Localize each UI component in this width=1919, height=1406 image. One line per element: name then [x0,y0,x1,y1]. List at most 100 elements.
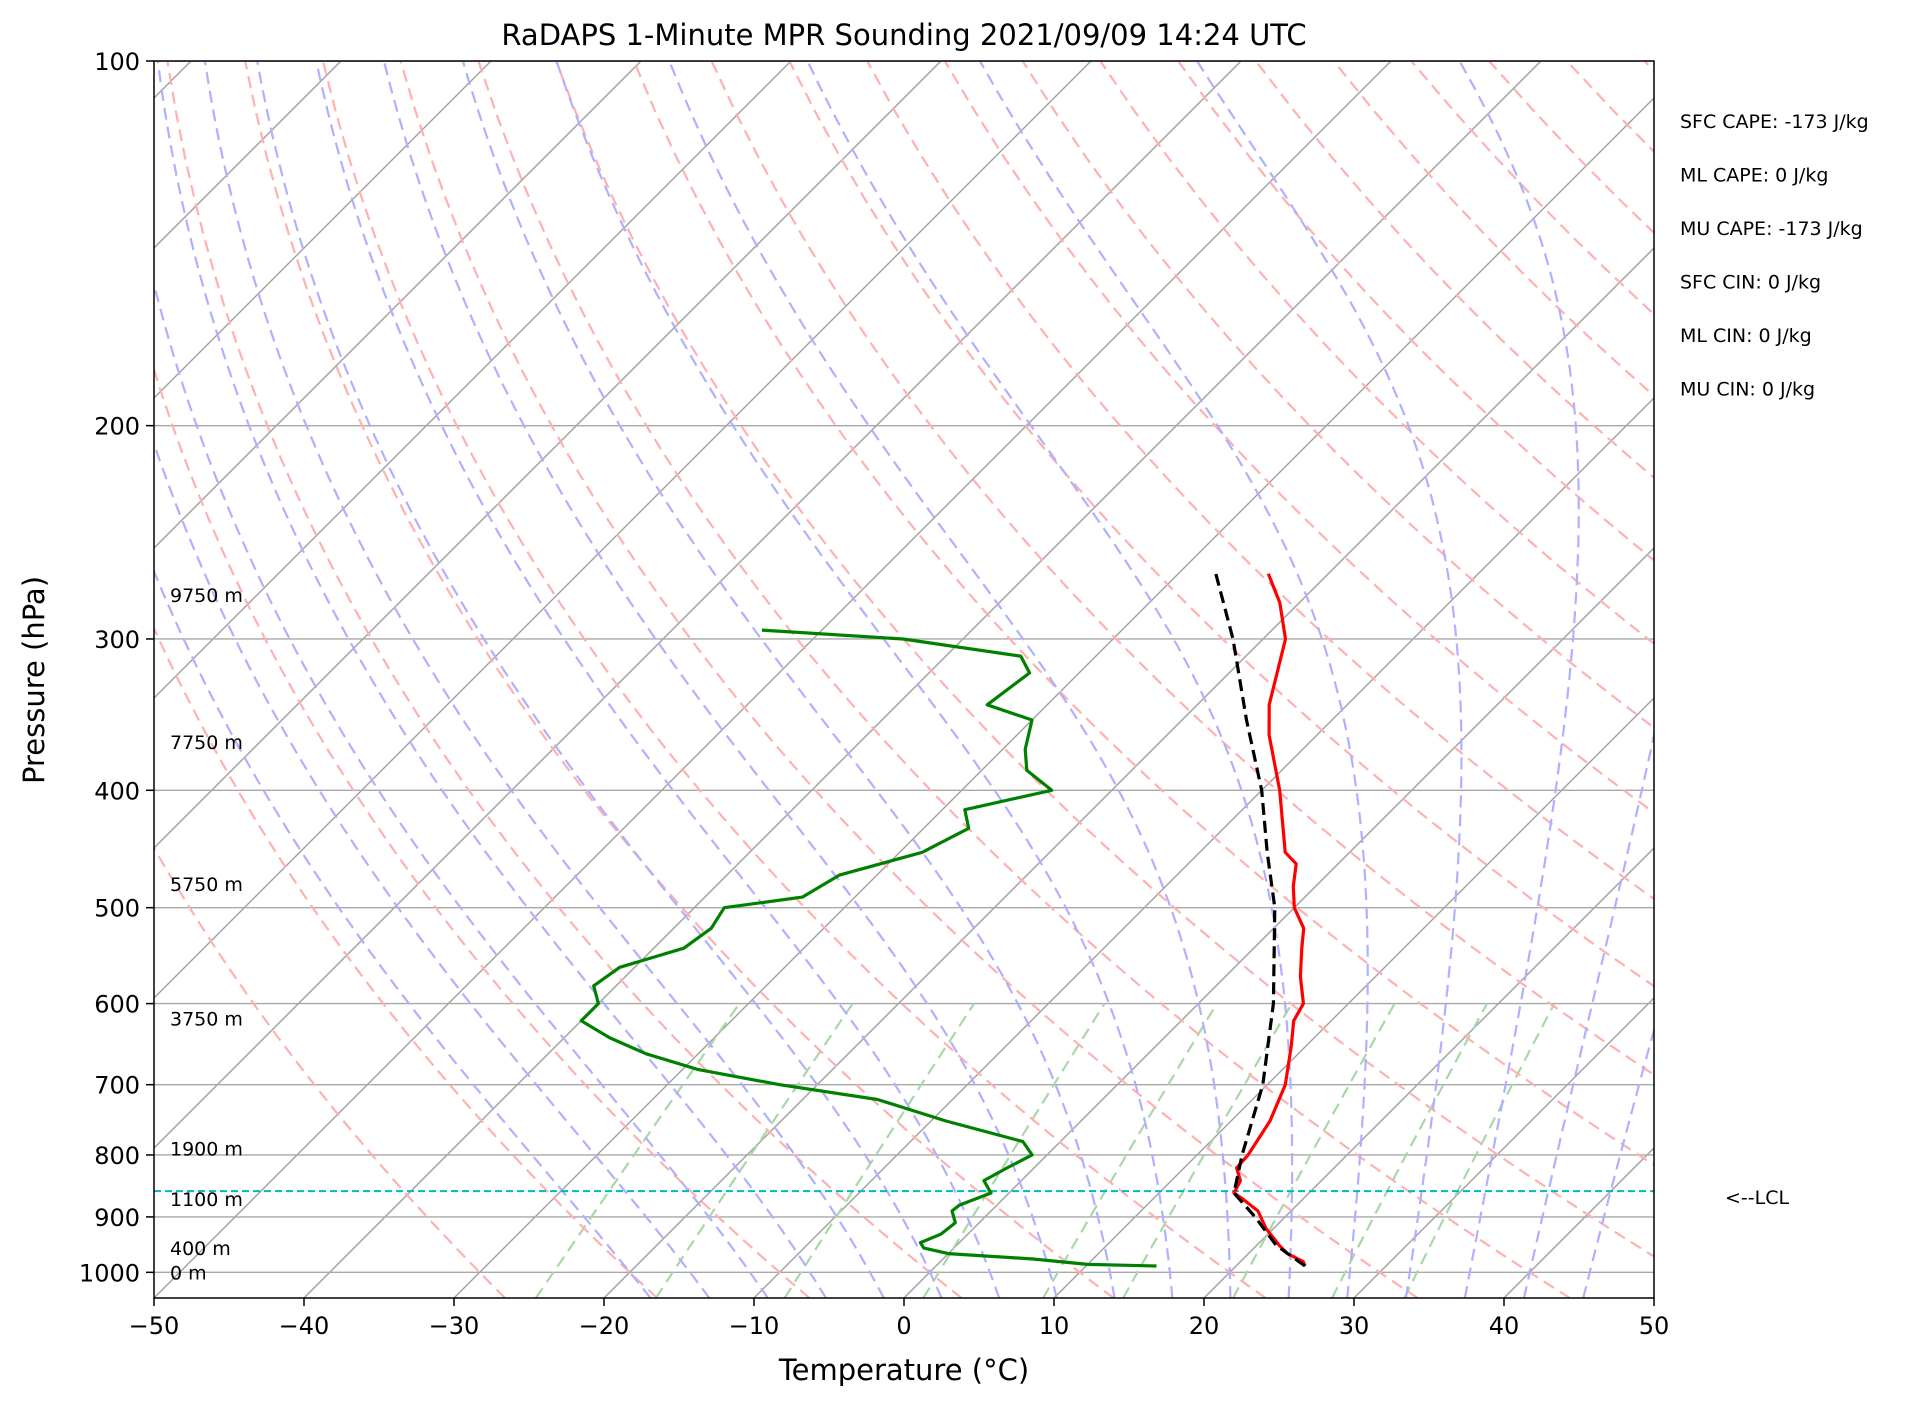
stat-annotation: SFC CAPE: -173 J/kg [1680,111,1869,133]
x-tick-label: −10 [729,1312,780,1340]
height-label: 1100 m [170,1189,243,1211]
isotherm-grid [154,61,1654,1298]
x-tick-label: −40 [279,1312,330,1340]
stat-annotation: ML CAPE: 0 J/kg [1680,165,1828,187]
x-tick-label: 50 [1639,1312,1670,1340]
isotherm-line [154,61,642,549]
isotherm-line [1203,847,1654,1298]
y-axis-ticks: 100 200 300 400 500 600 700 800 900 1000 [79,48,154,1287]
isotherm-line [154,61,492,399]
dry-adiabat [399,61,1419,1298]
isotherm-line [154,61,1242,1149]
moist-adiabat [315,61,1001,1298]
isotherm-line [154,61,1392,1298]
dry-adiabat [244,61,1115,1298]
mixing-ratio-line [922,1003,1106,1298]
moist-adiabat [382,61,1058,1298]
dry-adiabat [154,366,811,1298]
stat-annotation: SFC CIN: 0 J/kg [1680,272,1821,294]
y-tick-label: 500 [94,895,140,923]
moist-adiabat [1458,61,1580,1298]
parcel-line [1214,573,1306,1268]
moist-adiabat [668,61,1232,1298]
mixing-ratio-line [534,1002,741,1298]
height-label: 3750 m [170,1008,243,1030]
height-label: 0 m [170,1262,207,1284]
isotherm-line [903,547,1654,1298]
x-tick-label: 10 [1039,1312,1070,1340]
lcl-label-group: <--LCL [1725,1187,1789,1209]
dry-adiabat [710,61,1654,1077]
stat-annotation: MU CIN: 0 J/kg [1680,379,1815,401]
sounding-series [579,573,1307,1268]
dry-adiabat [166,61,963,1298]
x-axis-title: Temperature (°C) [778,1353,1029,1387]
dry-adiabats [154,61,1654,1298]
lcl-label: <--LCL [1725,1187,1789,1209]
dry-adiabat [788,61,1654,988]
y-tick-label: 800 [94,1142,140,1170]
mixing-ratio-line [1403,1003,1556,1298]
height-label: 1900 m [170,1138,243,1160]
dry-adiabat [321,61,1267,1298]
moist-adiabat [1196,61,1463,1298]
isotherm-line [603,247,1654,1298]
dry-adiabat [866,61,1654,901]
mixing-ratio-line [783,1002,976,1298]
moist-adiabat [806,61,1294,1298]
y-axis-title: Pressure (hPa) [17,576,51,784]
y-tick-label: 200 [94,413,140,441]
moist-adiabat [1522,730,1654,1298]
dry-adiabat [154,625,658,1298]
dewpoint-line [579,628,1157,1268]
moist-adiabat [154,568,652,1298]
isotherm-line [453,97,1654,1298]
isotherm-line [154,61,792,699]
isotherm-line [1353,997,1654,1298]
plot-area [154,61,1654,1298]
moist-adiabat [203,61,885,1298]
x-tick-label: 20 [1189,1312,1220,1340]
x-tick-label: 40 [1489,1312,1520,1340]
moist-adiabat [154,440,711,1298]
mixing-ratio-line [1122,1003,1293,1298]
moist-adiabat [156,61,827,1298]
height-label: 9750 m [170,585,243,607]
mixing-ratio-line [1042,1003,1218,1298]
moist-adiabat [154,279,769,1298]
x-tick-label: −50 [129,1312,180,1340]
stat-annotation: MU CAPE: -173 J/kg [1680,218,1863,240]
temperature-line [1232,573,1307,1267]
dry-adiabat [555,61,1654,1258]
moist-adiabat [256,61,943,1298]
dry-adiabat [477,61,1571,1298]
mixing-ratio-line [1232,1003,1396,1298]
moist-adiabat [461,61,1116,1298]
y-tick-label: 400 [94,777,140,805]
y-tick-label: 1000 [79,1259,140,1287]
dry-adiabat [943,61,1654,815]
x-axis-ticks: −50 −40 −30 −20 −10 0 10 20 30 40 50 [129,1298,1670,1340]
y-tick-label: 900 [94,1204,140,1232]
isotherm-line [753,397,1654,1298]
moist-adiabats [154,61,1654,1298]
height-label: 400 m [170,1238,231,1260]
x-tick-label: 30 [1339,1312,1370,1340]
stat-annotation: ML CIN: 0 J/kg [1680,325,1812,347]
moist-adiabat [978,61,1369,1298]
x-tick-label: −30 [429,1312,480,1340]
isotherm-line [303,61,1542,1298]
dry-adiabat [632,61,1654,1167]
y-tick-label: 100 [94,48,140,76]
y-tick-label: 300 [94,626,140,654]
height-label: 7750 m [170,732,243,754]
y-tick-label: 700 [94,1072,140,1100]
height-label: 5750 m [170,874,243,896]
chart-title: RaDAPS 1-Minute MPR Sounding 2021/09/09 … [501,18,1306,52]
isotherm-line [154,61,942,849]
isotherm-line [154,61,1092,999]
moist-adiabat [555,61,1174,1298]
y-tick-label: 600 [94,991,140,1019]
